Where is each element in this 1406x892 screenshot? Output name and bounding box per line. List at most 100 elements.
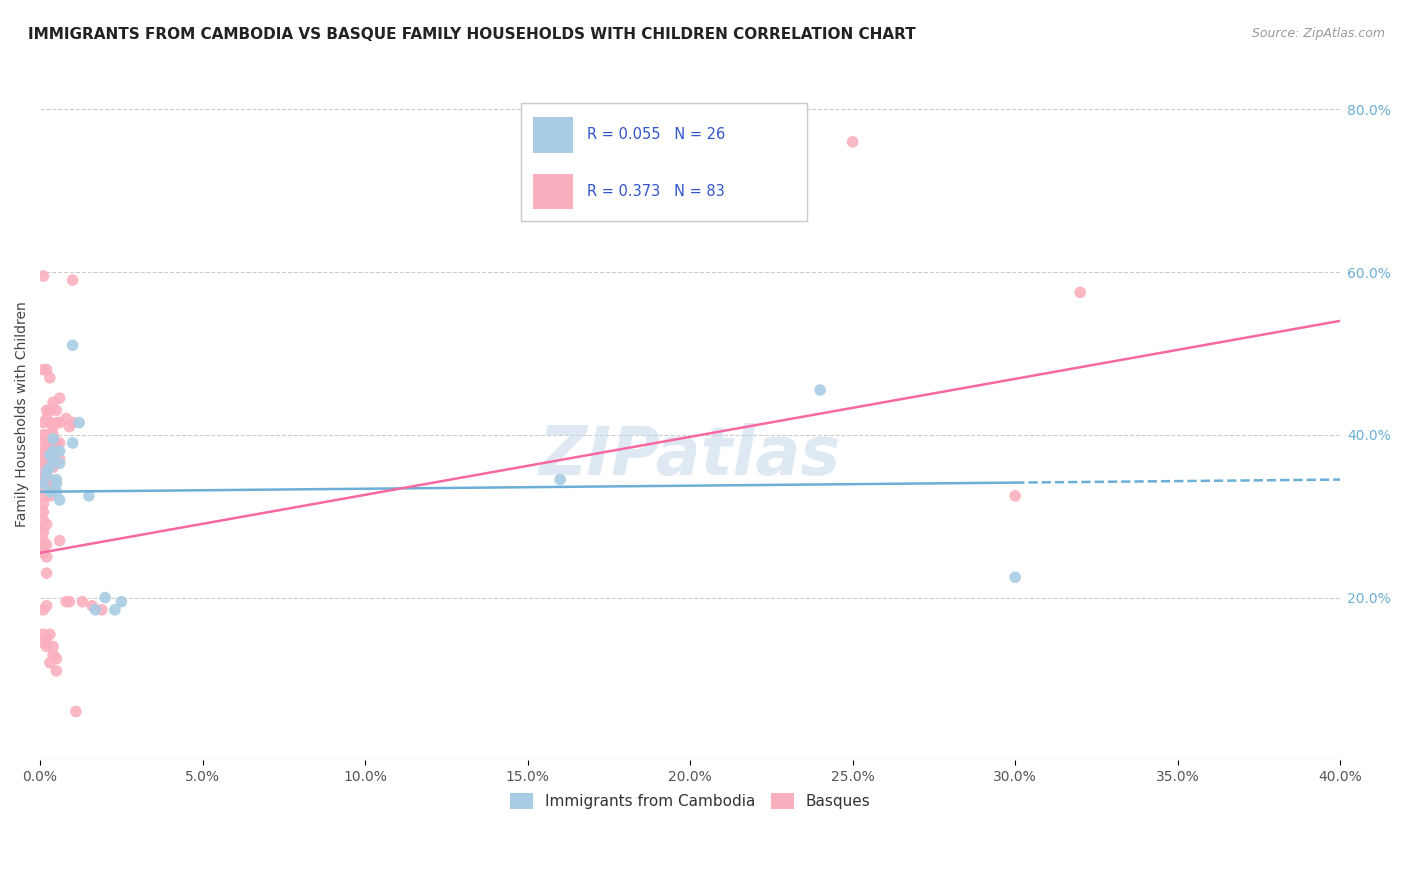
Point — [35, 403, 58, 417]
Point — [35, 566, 58, 581]
Point — [48, 444, 70, 458]
Point — [65, 705, 87, 719]
Y-axis label: Family Households with Children: Family Households with Children — [15, 301, 30, 527]
Point — [48, 533, 70, 548]
Point — [32, 476, 55, 491]
Point — [1069, 285, 1091, 300]
Point — [45, 416, 67, 430]
Point — [38, 627, 60, 641]
Point — [38, 448, 60, 462]
Point — [38, 448, 60, 462]
Point — [35, 465, 58, 479]
Point — [35, 538, 58, 552]
Point — [35, 432, 58, 446]
Point — [82, 599, 104, 613]
Text: Source: ZipAtlas.com: Source: ZipAtlas.com — [1251, 27, 1385, 40]
Point — [32, 546, 55, 560]
Point — [32, 456, 55, 470]
Point — [32, 362, 55, 376]
Point — [32, 627, 55, 641]
Point — [32, 444, 55, 458]
Point — [38, 403, 60, 417]
Point — [42, 460, 65, 475]
Point — [42, 427, 65, 442]
Point — [32, 436, 55, 450]
Point — [32, 269, 55, 284]
Point — [104, 603, 127, 617]
Point — [42, 436, 65, 450]
Point — [58, 419, 80, 434]
Point — [35, 468, 58, 483]
Point — [32, 513, 55, 527]
Point — [48, 492, 70, 507]
Point — [62, 436, 84, 450]
Point — [808, 383, 831, 397]
Point — [35, 640, 58, 654]
Point — [32, 468, 55, 483]
Point — [32, 505, 55, 519]
Point — [110, 595, 132, 609]
Point — [48, 452, 70, 467]
Point — [48, 456, 70, 470]
Point — [42, 640, 65, 654]
Point — [32, 533, 55, 548]
Point — [35, 517, 58, 532]
Point — [42, 648, 65, 662]
Point — [62, 416, 84, 430]
Point — [38, 432, 60, 446]
Point — [35, 456, 58, 470]
Point — [35, 632, 58, 646]
Point — [45, 651, 67, 665]
Point — [55, 595, 77, 609]
Point — [38, 489, 60, 503]
Point — [32, 497, 55, 511]
Point — [32, 473, 55, 487]
Text: ZIPatlas: ZIPatlas — [538, 423, 841, 489]
Point — [548, 473, 571, 487]
Point — [45, 484, 67, 499]
Point — [32, 416, 55, 430]
Point — [45, 403, 67, 417]
Point — [48, 391, 70, 405]
Point — [42, 395, 65, 409]
Point — [38, 484, 60, 499]
Point — [35, 549, 58, 564]
Point — [32, 489, 55, 503]
Point — [62, 338, 84, 352]
Point — [35, 411, 58, 425]
Point — [42, 452, 65, 467]
Point — [45, 476, 67, 491]
Point — [32, 635, 55, 649]
Point — [42, 452, 65, 467]
Point — [32, 481, 55, 495]
Point — [94, 591, 117, 605]
Point — [42, 419, 65, 434]
Point — [32, 427, 55, 442]
Point — [67, 416, 90, 430]
Point — [38, 481, 60, 495]
Text: IMMIGRANTS FROM CAMBODIA VS BASQUE FAMILY HOUSEHOLDS WITH CHILDREN CORRELATION C: IMMIGRANTS FROM CAMBODIA VS BASQUE FAMIL… — [28, 27, 915, 42]
Point — [35, 440, 58, 454]
Point — [48, 416, 70, 430]
Point — [35, 465, 58, 479]
Point — [45, 664, 67, 678]
Point — [38, 440, 60, 454]
Point — [58, 595, 80, 609]
Point — [32, 603, 55, 617]
Point — [1004, 570, 1026, 584]
Legend: Immigrants from Cambodia, Basques: Immigrants from Cambodia, Basques — [503, 787, 876, 815]
Point — [48, 436, 70, 450]
Point — [32, 525, 55, 540]
Point — [32, 521, 55, 535]
Point — [32, 538, 55, 552]
Point — [45, 473, 67, 487]
Point — [32, 465, 55, 479]
Point — [38, 416, 60, 430]
Point — [38, 473, 60, 487]
Point — [38, 656, 60, 670]
Point — [32, 476, 55, 491]
Point — [38, 371, 60, 385]
Point — [45, 436, 67, 450]
Point — [42, 444, 65, 458]
Point — [32, 448, 55, 462]
